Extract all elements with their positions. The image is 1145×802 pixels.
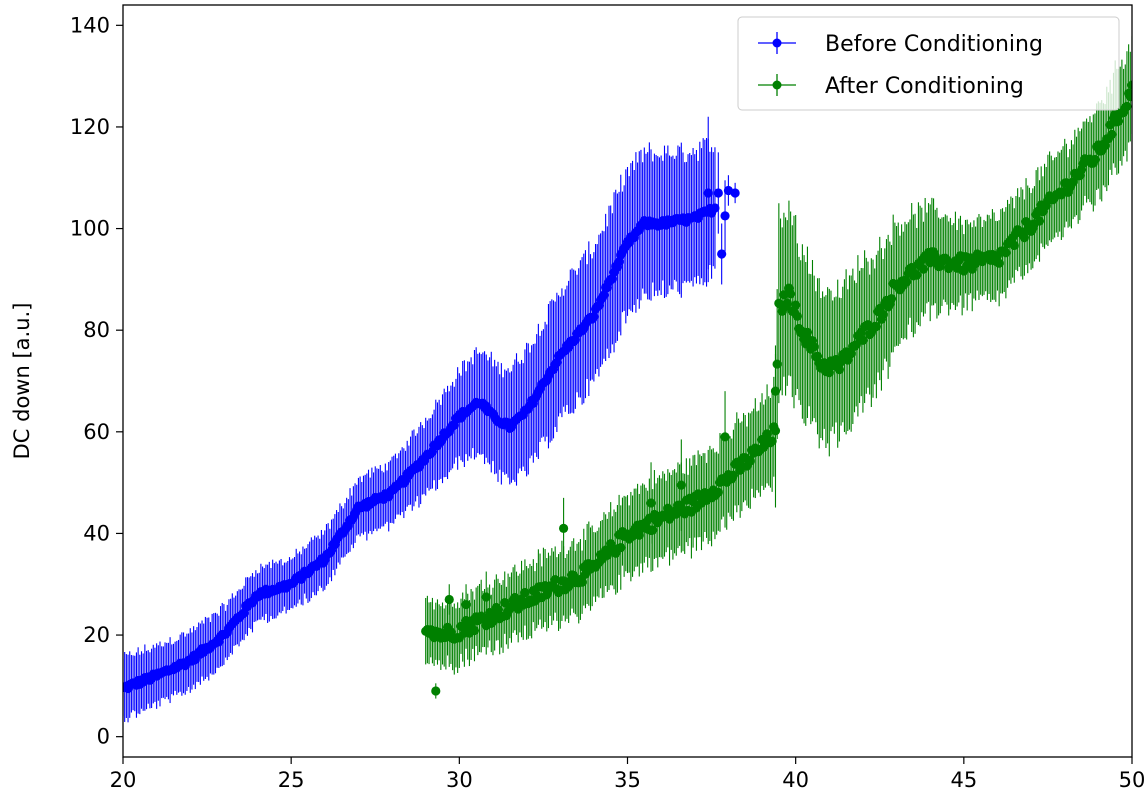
y-tick-label: 100 — [70, 217, 110, 241]
x-tick-label: 50 — [1119, 768, 1145, 792]
y-axis-title: DC down [a.u.] — [10, 303, 34, 460]
data-point — [720, 211, 729, 220]
y-tick-label: 20 — [83, 623, 110, 647]
legend-label-after: After Conditioning — [825, 74, 1024, 99]
data-point — [720, 432, 729, 441]
data-point — [461, 600, 470, 609]
legend: Before Conditioning After Conditioning — [738, 17, 1119, 110]
legend-label-before: Before Conditioning — [825, 32, 1043, 57]
data-point — [714, 188, 723, 197]
y-tick-label: 80 — [83, 318, 110, 342]
x-tick-label: 20 — [110, 768, 137, 792]
y-tick-label: 120 — [70, 115, 110, 139]
data-point — [771, 387, 780, 396]
data-point — [731, 188, 740, 197]
x-tick-label: 40 — [782, 768, 809, 792]
data-point — [559, 524, 568, 533]
data-point — [445, 595, 454, 604]
data-point — [646, 498, 655, 507]
x-tick-label: 30 — [446, 768, 473, 792]
data-point — [704, 188, 713, 197]
x-tick-label: 35 — [614, 768, 641, 792]
y-tick-label: 140 — [70, 13, 110, 37]
y-tick-label: 0 — [97, 725, 110, 749]
y-tick-label: 60 — [83, 420, 110, 444]
x-tick-label: 25 — [278, 768, 305, 792]
data-point — [677, 481, 686, 490]
data-point — [431, 686, 440, 695]
x-tick-label: 45 — [950, 768, 977, 792]
data-point — [482, 592, 491, 601]
y-tick-label: 40 — [83, 521, 110, 545]
